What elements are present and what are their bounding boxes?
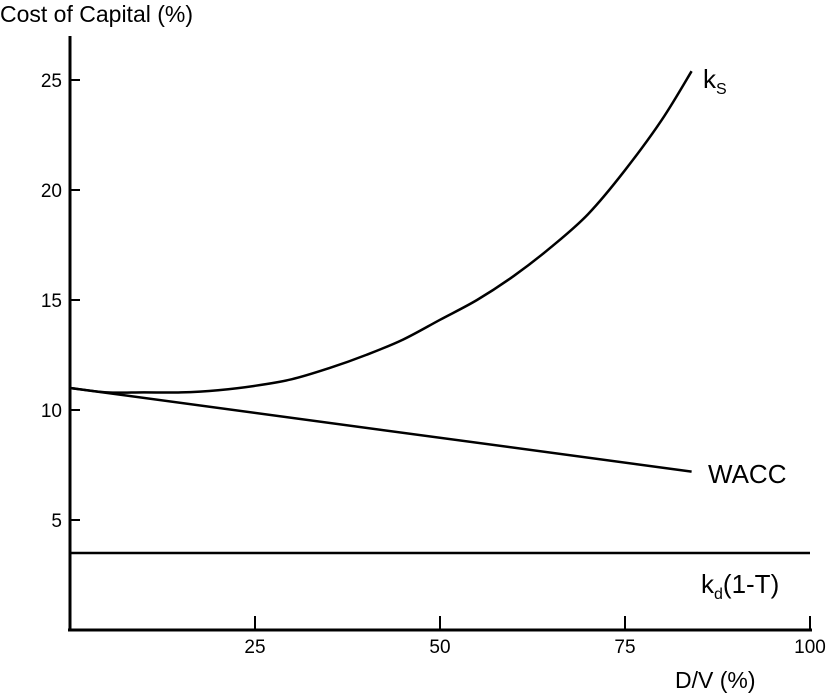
series-label-wacc: WACC [708, 459, 786, 489]
series-line-wacc [69, 386, 692, 473]
y-tick-label-10: 10 [41, 401, 62, 422]
y-tick-label-20: 20 [41, 181, 62, 202]
x-axis-ticks: 25 50 75 100 [244, 616, 826, 658]
series-line-ks [69, 70, 693, 394]
series-label-ks: kS [703, 64, 727, 98]
x-tick-label-75: 75 [614, 637, 635, 658]
y-tick-label-15: 15 [41, 291, 62, 312]
y-axis-title: Cost of Capital (%) [0, 1, 193, 27]
series-label-kd: kd(1-T) [701, 569, 779, 603]
x-tick-label-25: 25 [244, 637, 265, 658]
x-axis-title: D/V (%) [675, 667, 756, 693]
x-tick-label-100: 100 [794, 637, 826, 658]
y-tick-label-25: 25 [41, 71, 62, 92]
series-lines [69, 70, 810, 555]
y-axis-ticks: 5 10 15 20 25 [41, 71, 80, 532]
x-tick-label-50: 50 [429, 637, 450, 658]
y-tick-label-5: 5 [51, 511, 62, 532]
